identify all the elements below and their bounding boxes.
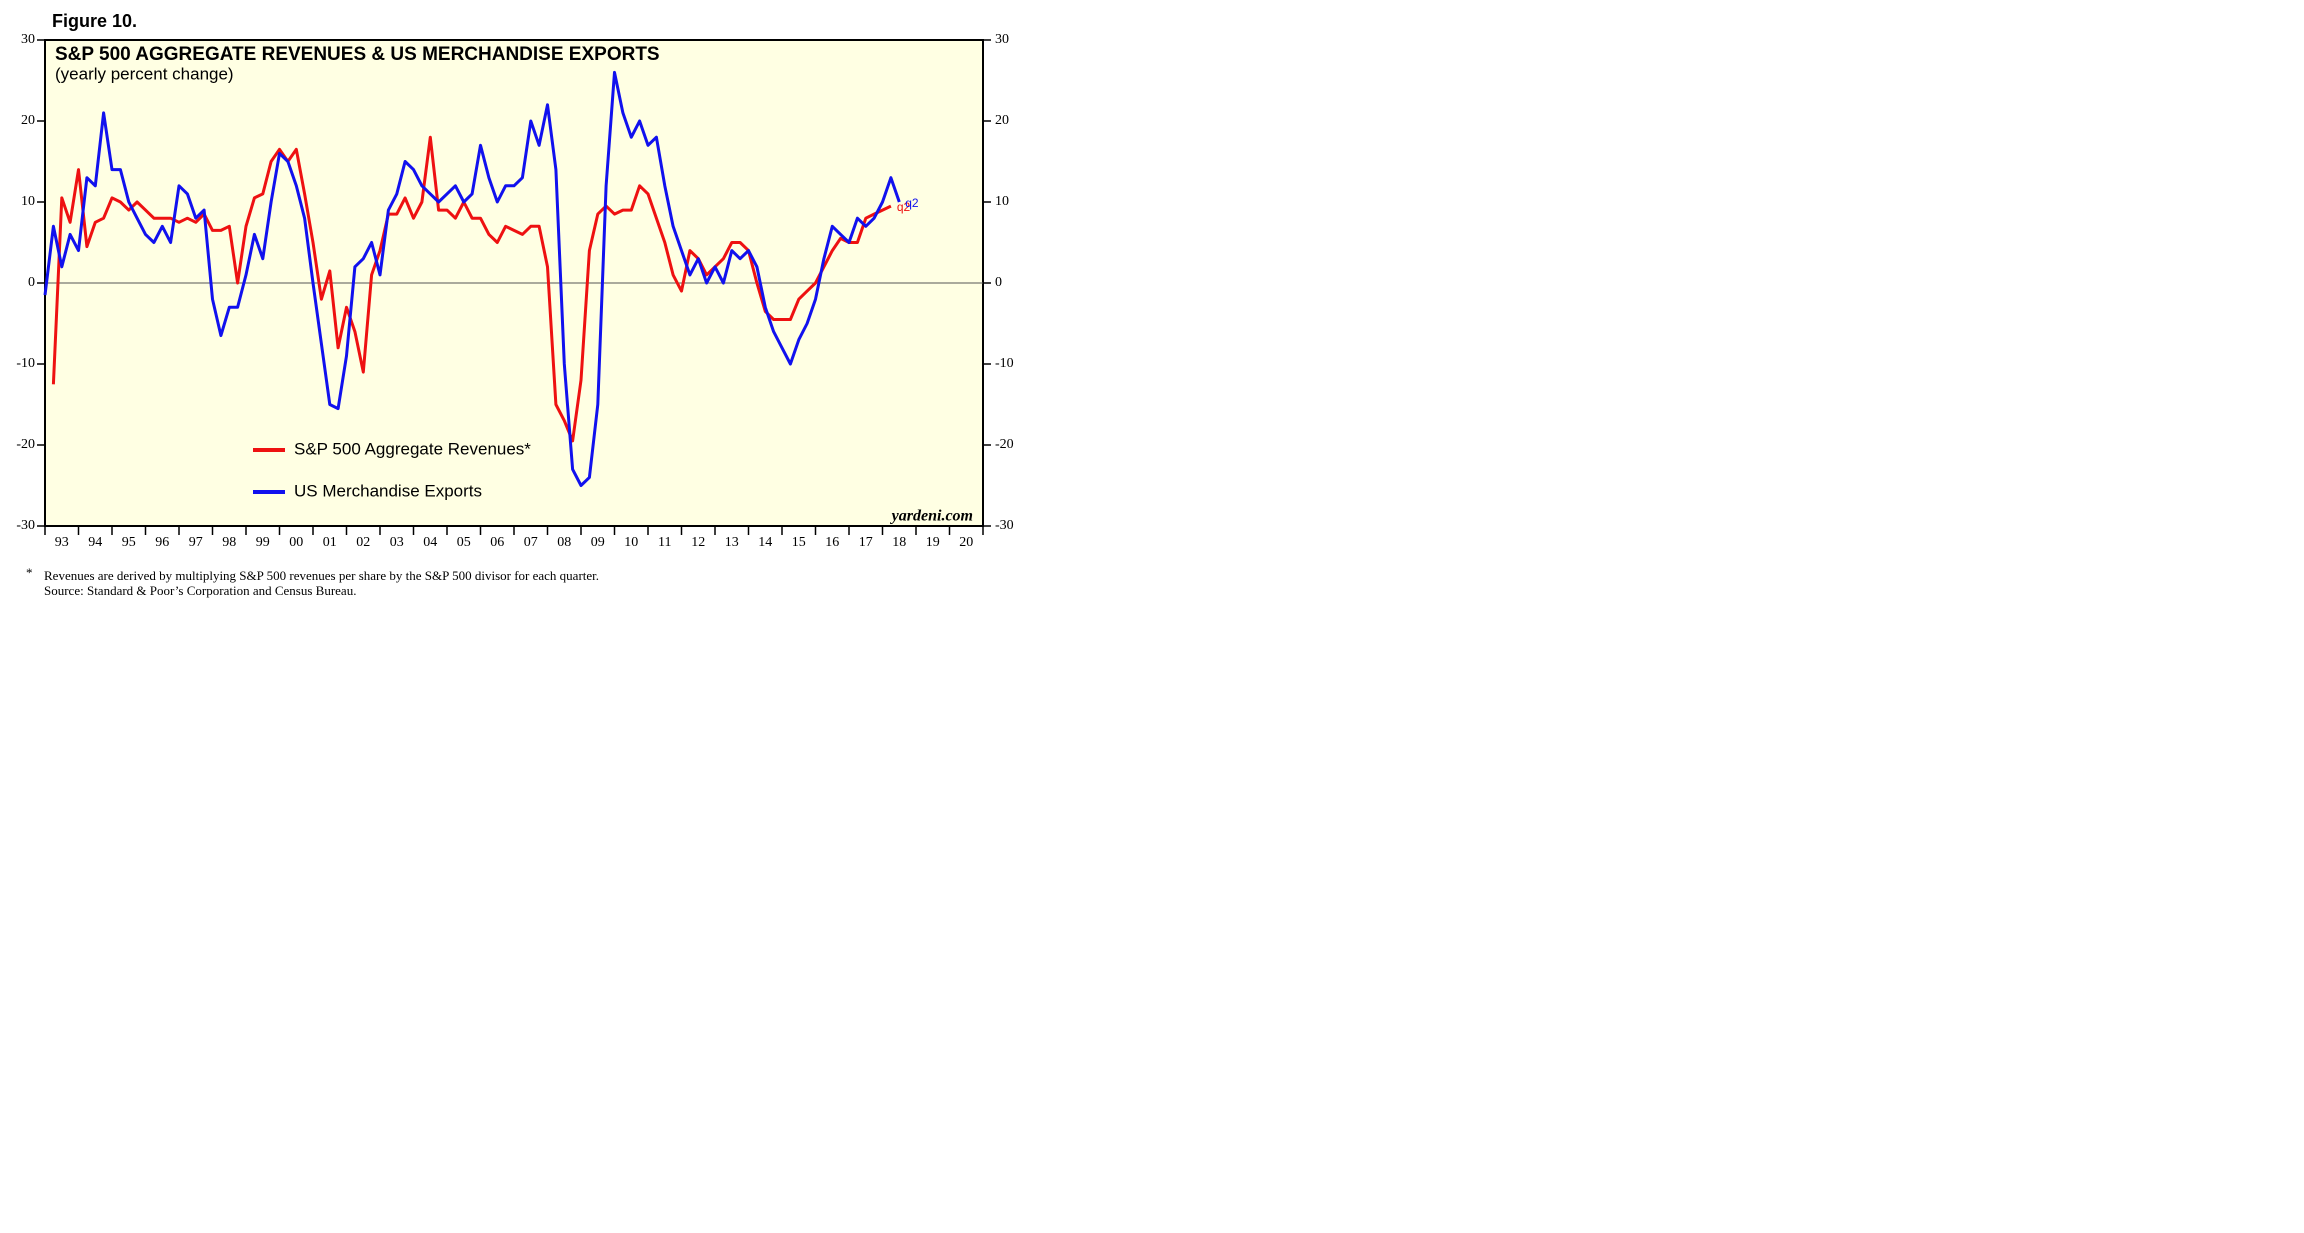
y2-tick-label: -30 [995, 518, 1014, 533]
x-tick-label: 94 [88, 535, 102, 550]
x-tick-label: 02 [356, 535, 370, 550]
y-tick-label: -30 [16, 518, 35, 533]
chart-subtitle: (yearly percent change) [55, 64, 234, 83]
x-tick-label: 14 [758, 535, 772, 550]
y2-tick-label: 10 [995, 194, 1009, 209]
x-tick-label: 99 [256, 535, 270, 550]
x-tick-label: 16 [825, 535, 839, 550]
y2-tick-label: -10 [995, 356, 1014, 371]
x-tick-label: 93 [55, 535, 69, 550]
footnote-marker: * [26, 565, 33, 580]
y-tick-label: 30 [21, 32, 35, 47]
x-tick-label: 06 [490, 535, 504, 550]
x-tick-label: 98 [222, 535, 236, 550]
legend-label: US Merchandise Exports [294, 481, 482, 500]
x-tick-label: 19 [926, 535, 940, 550]
x-tick-label: 04 [423, 535, 437, 550]
footnote: Source: Standard & Poor’s Corporation an… [44, 583, 356, 598]
x-tick-label: 96 [155, 535, 169, 550]
y-tick-label: -20 [16, 437, 35, 452]
x-tick-label: 03 [390, 535, 404, 550]
x-tick-label: 01 [323, 535, 337, 550]
x-tick-label: 12 [691, 535, 705, 550]
x-tick-label: 15 [792, 535, 806, 550]
x-tick-label: 17 [859, 535, 873, 550]
end-label: q2 [905, 196, 919, 210]
y-tick-label: 0 [28, 275, 35, 290]
x-tick-label: 00 [289, 535, 303, 550]
y2-tick-label: 20 [995, 113, 1009, 128]
y2-tick-label: 30 [995, 32, 1009, 47]
source-credit: yardeni.com [890, 508, 973, 525]
x-tick-label: 07 [524, 535, 538, 550]
chart-title: S&P 500 AGGREGATE REVENUES & US MERCHAND… [55, 44, 660, 65]
x-tick-label: 10 [624, 535, 638, 550]
legend-label: S&P 500 Aggregate Revenues* [294, 439, 531, 458]
y-tick-label: 10 [21, 194, 35, 209]
x-tick-label: 20 [959, 535, 973, 550]
figure-label: Figure 10. [52, 11, 137, 31]
series-line [51, 135, 892, 443]
x-tick-label: 97 [189, 535, 203, 550]
series-line [43, 70, 901, 487]
y-tick-label: -10 [16, 356, 35, 371]
y2-tick-label: 0 [995, 275, 1002, 290]
x-tick-label: 95 [122, 535, 136, 550]
x-tick-label: 05 [457, 535, 471, 550]
y2-tick-label: -20 [995, 437, 1014, 452]
x-tick-label: 11 [658, 535, 671, 550]
x-tick-label: 18 [892, 535, 906, 550]
x-tick-label: 13 [725, 535, 739, 550]
end-label: q2 [897, 200, 911, 214]
x-tick-label: 08 [557, 535, 571, 550]
x-tick-label: 09 [591, 535, 605, 550]
y-tick-label: 20 [21, 113, 35, 128]
footnote: Revenues are derived by multiplying S&P … [44, 568, 599, 583]
